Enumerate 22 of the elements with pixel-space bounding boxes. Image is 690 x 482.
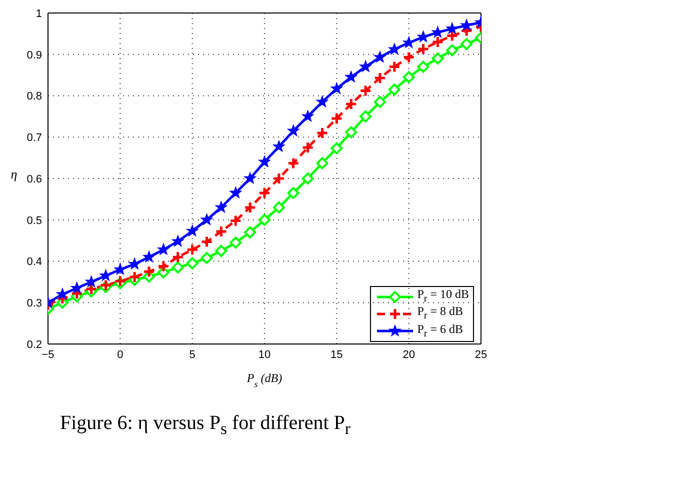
y-tick-label: 1 — [36, 8, 42, 20]
x-tick-label: 0 — [117, 348, 124, 361]
y-tick-label: 0.7 — [26, 132, 42, 144]
x-tick-label: 15 — [330, 348, 343, 361]
y-tick-label: 0.5 — [26, 214, 42, 227]
caption: Figure 6: η versus P$_{s}$ for different P$_{r}$ — [60, 412, 352, 439]
x-axis-title: P$_{s}$ (dB) — [246, 371, 282, 389]
legend-label: P$_{r}$ = 6 dB — [417, 322, 463, 340]
y-tick-label: 0.9 — [26, 49, 42, 62]
legend-label: P$_{r}$ = 8 dB — [417, 304, 463, 323]
y-tick-label: 0.3 — [26, 298, 42, 310]
y-tick-label: 0.4 — [26, 256, 42, 268]
y-tick-label: 0.6 — [26, 173, 42, 186]
legend-label: P$_{r}$ = 10 dB — [417, 287, 469, 306]
y-tick-label: 0.8 — [26, 90, 42, 103]
x-tick-label: 25 — [474, 348, 488, 361]
x-tick-label: 20 — [402, 348, 415, 361]
x-tick-label: 10 — [258, 348, 271, 361]
x-tick-label: 5 — [189, 348, 196, 361]
x-tick-label: −5 — [42, 348, 54, 361]
y-axis-title: η — [10, 166, 18, 182]
y-tick-label: 0.2 — [26, 338, 42, 351]
